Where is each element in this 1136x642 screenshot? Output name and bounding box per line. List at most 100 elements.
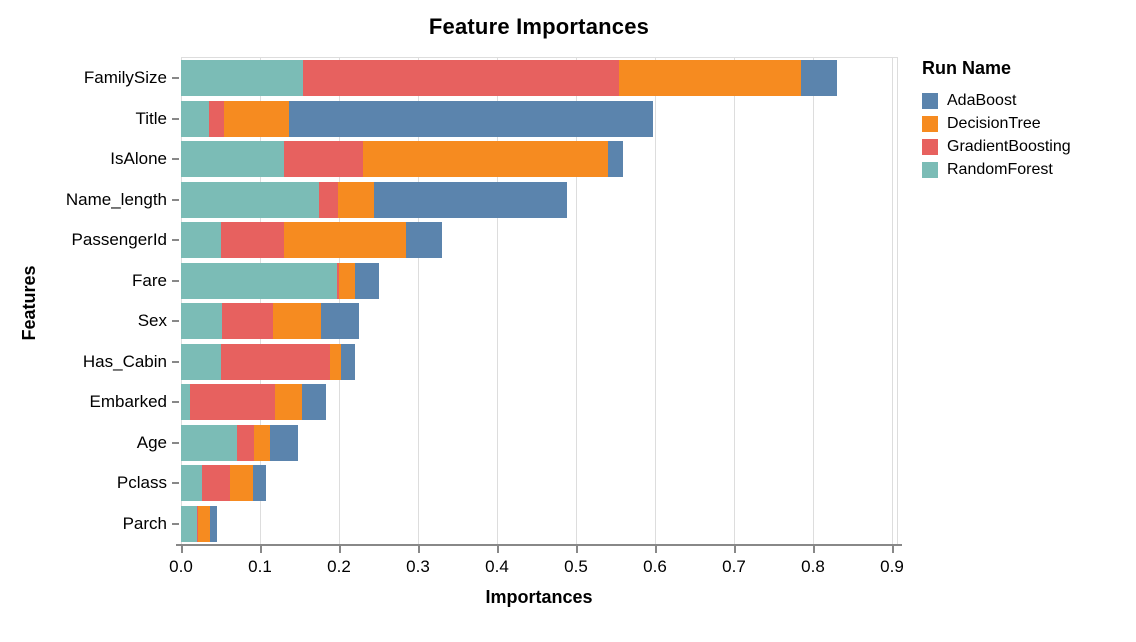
bar-segment-randomforest [181,100,209,137]
gridline [734,58,735,544]
y-axis-label: Has_Cabin [82,351,167,371]
legend-entry: DecisionTree [922,112,1071,135]
bar-segment-adaboost [608,141,623,178]
bar-segment-decisiontree [253,424,271,461]
bar-segment-randomforest [181,505,197,542]
x-axis-tick [892,546,894,553]
bar-segment-adaboost [210,505,217,542]
y-axis-tick [172,441,179,444]
y-axis-label: IsAlone [110,149,167,168]
x-axis-tick [813,546,815,553]
bar-segment-randomforest [181,141,284,178]
x-axis-tick [339,546,341,553]
x-axis-tick [497,546,499,553]
y-axis-label: Sex [137,311,167,330]
bar-segment-decisiontree [275,384,302,421]
gridline [497,58,498,544]
bar-segment-gradientboosting [220,222,284,259]
y-axis-label: PassengerId [71,230,167,249]
bar-row [181,60,897,97]
bar-segment-adaboost [354,262,380,299]
bar-segment-adaboost [289,100,653,137]
y-axis-label: Title [135,108,168,128]
y-axis-tick [172,77,179,80]
y-axis-tick [172,401,179,404]
bar-row [181,384,897,421]
bar-row [181,505,897,542]
bar-row [181,100,897,137]
y-axis-tick [172,198,179,201]
bar-segment-randomforest [181,181,320,218]
x-axis-title: Importances [485,587,593,607]
bar-segment-gradientboosting [319,181,339,218]
bar-segment-randomforest [181,262,338,299]
legend-swatch-icon [922,92,938,109]
y-axis-label: FamilySize [83,68,167,87]
y-axis-label: Parch [122,513,167,533]
x-tick-label: 0.0 [169,557,193,576]
gridline [655,58,656,544]
bar-segment-randomforest [181,343,221,380]
bar-segment-decisiontree [338,181,374,218]
bar-segment-adaboost [801,60,837,97]
legend-label: AdaBoost [947,91,1017,109]
bar-segment-decisiontree [229,465,253,502]
y-axis-tick [172,239,179,242]
y-axis-label: Pclass [116,473,167,492]
bar-segment-randomforest [181,60,304,97]
bar-row [181,222,897,259]
bar-segment-randomforest [181,384,190,421]
x-tick-label: 0.2 [327,557,351,576]
y-axis-label: Fare [132,270,167,290]
y-axis-tick [172,522,179,525]
y-axis-tick [172,482,179,485]
legend-entry: AdaBoost [922,89,1071,112]
x-axis-tick [181,546,183,553]
x-axis-domain [176,544,902,546]
bar-segment-decisiontree [330,343,341,380]
gridline [813,58,814,544]
y-axis-tick [172,158,179,161]
legend-entry: GradientBoosting [922,135,1071,158]
bar-segment-decisiontree [198,505,211,542]
bar-segment-gradientboosting [220,343,331,380]
gridline [892,58,893,544]
x-axis-tick [418,546,420,553]
bar-segment-decisiontree [619,60,802,97]
bar-row [181,262,897,299]
legend-entries: AdaBoost DecisionTree GradientBoosting Rand… [922,89,1071,181]
legend-title: Run Name [922,58,1012,78]
x-tick-label: 0.4 [485,557,509,576]
bar-segment-adaboost [373,181,568,218]
legend-label: RandomForest [947,160,1053,178]
bar-segment-decisiontree [224,100,290,137]
bar-segment-adaboost [301,384,327,421]
y-axis-tick [172,360,179,363]
gridline [260,58,261,544]
bar-row [181,141,897,178]
x-tick-label: 0.3 [406,557,430,576]
bar-segment-randomforest [181,424,238,461]
bar-segment-decisiontree [339,262,355,299]
bar-segment-adaboost [320,303,359,340]
bar-segment-gradientboosting [237,424,254,461]
bar-segment-randomforest [181,222,221,259]
bar-segment-randomforest [181,465,203,502]
y-axis-label: Name_length [65,189,167,209]
legend-label: DecisionTree [947,114,1041,132]
bar-segment-adaboost [406,222,442,259]
legend-swatch-icon [922,138,938,155]
bar-segment-gradientboosting [222,303,273,340]
plot-area: FamilySize Title IsAlone Name_length Passeng… [66,57,904,576]
bar-segment-randomforest [181,303,223,340]
bar-row [181,303,897,340]
gridline [181,58,182,544]
bar-segment-decisiontree [363,141,609,178]
x-tick-label: 0.8 [801,557,825,576]
y-axis-tick [172,279,179,282]
legend-label: GradientBoosting [947,137,1071,155]
x-tick-label: 0.5 [564,557,588,576]
bar-row [181,465,897,502]
gridline [339,58,340,544]
